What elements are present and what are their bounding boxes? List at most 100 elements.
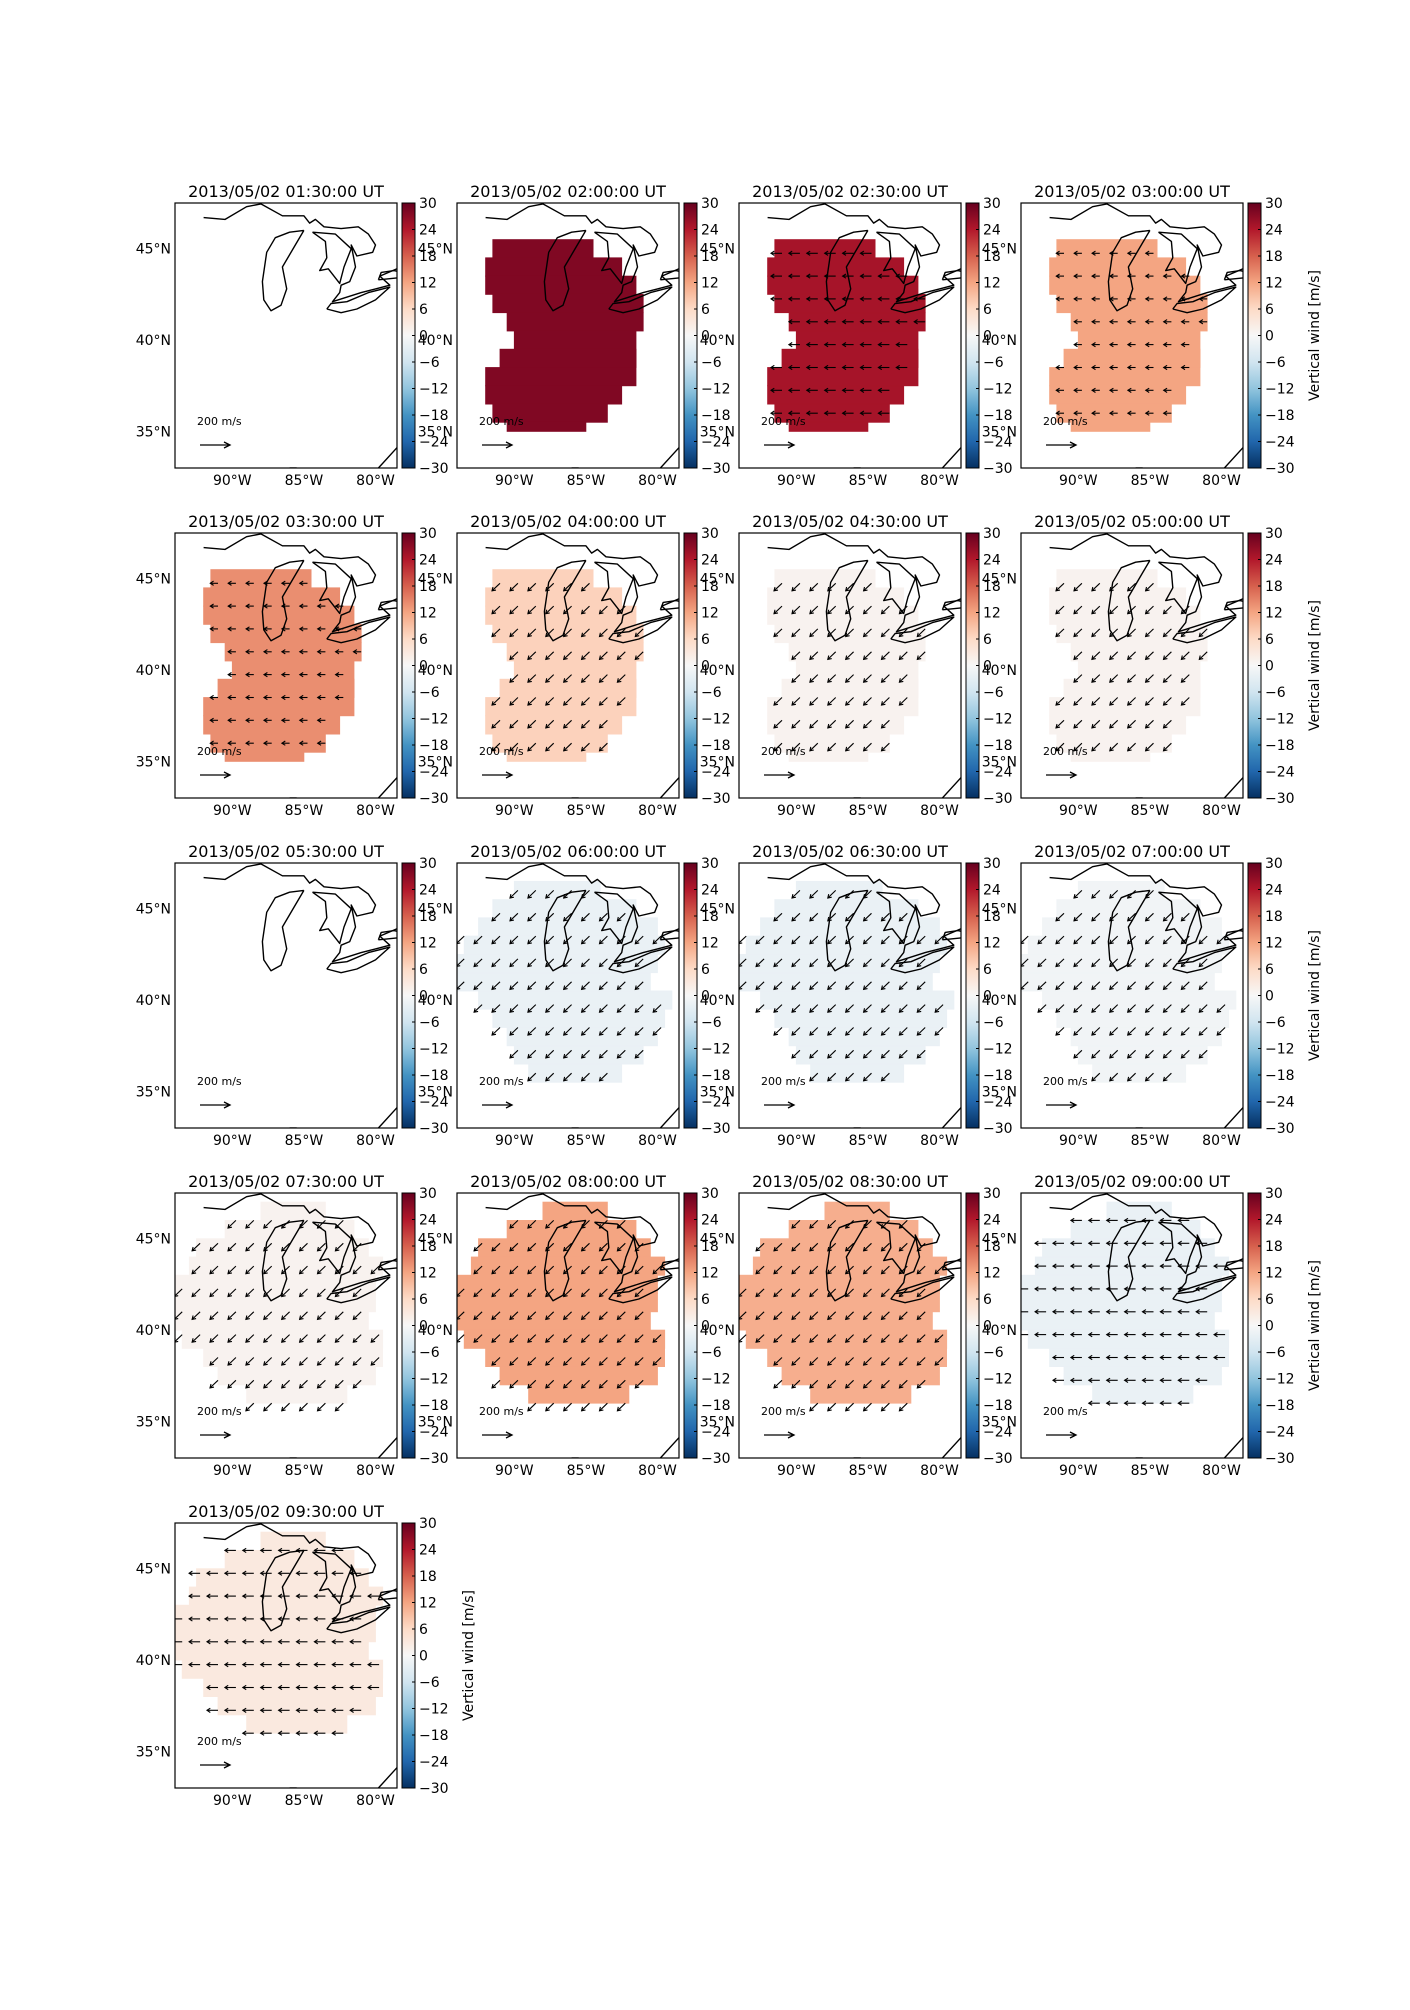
vertical-wind-cell: [1106, 1201, 1172, 1221]
lake-ontario-outline: [377, 929, 397, 941]
wind-arrow-head: [1162, 678, 1168, 683]
wind-arrow-head: [316, 740, 322, 746]
wind-arrow-head: [1109, 609, 1114, 615]
coastline: [659, 1073, 679, 1128]
wind-arrow-head: [1144, 364, 1150, 371]
colorbar-tick-label: −12: [701, 1042, 731, 1058]
wind-arrow: [755, 1004, 765, 1013]
wind-arrow-head: [527, 655, 532, 661]
wind-arrow: [755, 1242, 765, 1252]
vertical-wind-cell: [203, 587, 341, 607]
coastline: [377, 1073, 397, 1128]
lake-michigan-outline: [1107, 1219, 1151, 1302]
wind-arrow: [791, 1027, 801, 1036]
wind-arrow-head: [1021, 962, 1025, 967]
wind-arrow: [916, 1004, 926, 1013]
wind-arrow: [791, 719, 801, 729]
wind-arrow-head: [616, 1383, 622, 1389]
wind-arrow: [634, 628, 644, 637]
wind-arrow-head: [1144, 1076, 1150, 1082]
colorbar-tick-label: −24: [419, 1755, 449, 1771]
wind-arrow-head: [1159, 1354, 1165, 1361]
wind-arrow: [1181, 958, 1190, 967]
wind-arrow-head: [844, 701, 850, 706]
wind-arrow-head: [652, 1338, 658, 1343]
vertical-wind-cell: [767, 275, 919, 295]
lake-ontario-outline: [377, 599, 397, 611]
longitude-tick-label: 90°W: [495, 803, 534, 819]
wind-arrow: [916, 1334, 926, 1343]
longitude-tick-label: 90°W: [213, 1463, 252, 1479]
wind-arrow-head: [859, 273, 865, 279]
wind-arrow: [1145, 605, 1154, 615]
wind-arrow-head: [916, 1269, 922, 1275]
wind-arrow-head: [634, 1361, 640, 1366]
wind-arrow-head: [262, 626, 268, 632]
vertical-wind-cell: [767, 257, 905, 277]
wind-arrow-head: [1159, 1240, 1165, 1246]
wind-arrow-head: [769, 410, 775, 416]
wind-arrow-head: [580, 1383, 586, 1389]
colorbar-tick-label: 30: [983, 856, 1001, 872]
vertical-wind-cell: [774, 899, 919, 919]
wind-arrow-head: [1123, 1354, 1129, 1361]
wind-arrow: [863, 628, 872, 637]
wind-arrow-head: [227, 649, 232, 655]
wind-arrow-head: [1180, 632, 1186, 638]
wind-arrow-head: [791, 746, 797, 752]
wind-arrow: [881, 1220, 890, 1229]
wind-arrow-head: [844, 1008, 850, 1013]
lake-ontario-outline: [377, 1259, 397, 1271]
wind-arrow-head: [280, 1246, 286, 1252]
wind-arrow: [791, 742, 801, 752]
wind-arrow-head: [805, 410, 811, 416]
lake-huron-outline: [1158, 891, 1198, 945]
wind-arrow-head: [1126, 916, 1132, 922]
wind-arrow-head: [859, 387, 865, 393]
panel-title: 2013/05/02 06:00:00 UT: [470, 842, 666, 861]
wind-arrow: [827, 1357, 837, 1366]
wind-arrow: [299, 1311, 308, 1320]
wind-arrow: [845, 1242, 854, 1252]
wind-arrow: [1091, 890, 1101, 899]
wind-arrow: [263, 1242, 273, 1252]
wind-arrow-head: [509, 1246, 514, 1252]
colorbar-tick-label: 6: [983, 962, 992, 978]
wind-arrow-head: [1159, 1286, 1165, 1292]
wind-arrow-head: [491, 985, 497, 991]
wind-arrow-head: [1087, 1332, 1093, 1338]
wind-arrow: [245, 1288, 255, 1297]
wind-arrow-head: [473, 1338, 479, 1343]
wind-arrow: [809, 1311, 819, 1320]
longitude-tick-label: 90°W: [495, 473, 534, 489]
wind-arrow-head: [787, 296, 793, 302]
vertical-wind-cell: [760, 990, 955, 1010]
wind-arrow: [809, 628, 819, 637]
wind-arrow: [1145, 742, 1154, 752]
lake-ontario-outline: [659, 929, 679, 941]
latitude-tick-label: 35°N: [418, 424, 453, 440]
wind-arrow-head: [562, 1031, 568, 1036]
wind-arrow: [599, 651, 608, 660]
wind-arrow-head: [827, 985, 832, 991]
vertical-wind-cell: [485, 257, 623, 277]
colorbar-tick-label: 24: [983, 553, 1001, 569]
wind-arrow-head: [598, 1361, 604, 1366]
wind-arrow: [1073, 582, 1083, 592]
wind-arrow-head: [295, 1593, 301, 1599]
wind-arrow: [263, 1402, 273, 1412]
wind-arrow: [1181, 935, 1190, 945]
wind-arrow-head: [509, 1361, 515, 1366]
wind-arrow: [773, 1288, 783, 1297]
longitude-tick-label: 85°W: [567, 1463, 606, 1479]
wind-arrow: [335, 1379, 344, 1389]
wind-arrow-head: [809, 1008, 814, 1013]
wind-arrow-head: [545, 1246, 550, 1252]
wind-arrow: [245, 1379, 255, 1389]
vertical-wind-cell: [1063, 1366, 1222, 1386]
colorbar-tick-label: 24: [701, 223, 719, 239]
vertical-wind-cell: [1077, 880, 1165, 900]
wind-arrow: [581, 1334, 590, 1343]
wind-arrow-head: [1162, 1076, 1168, 1082]
longitude-tick-label: 85°W: [567, 803, 606, 819]
